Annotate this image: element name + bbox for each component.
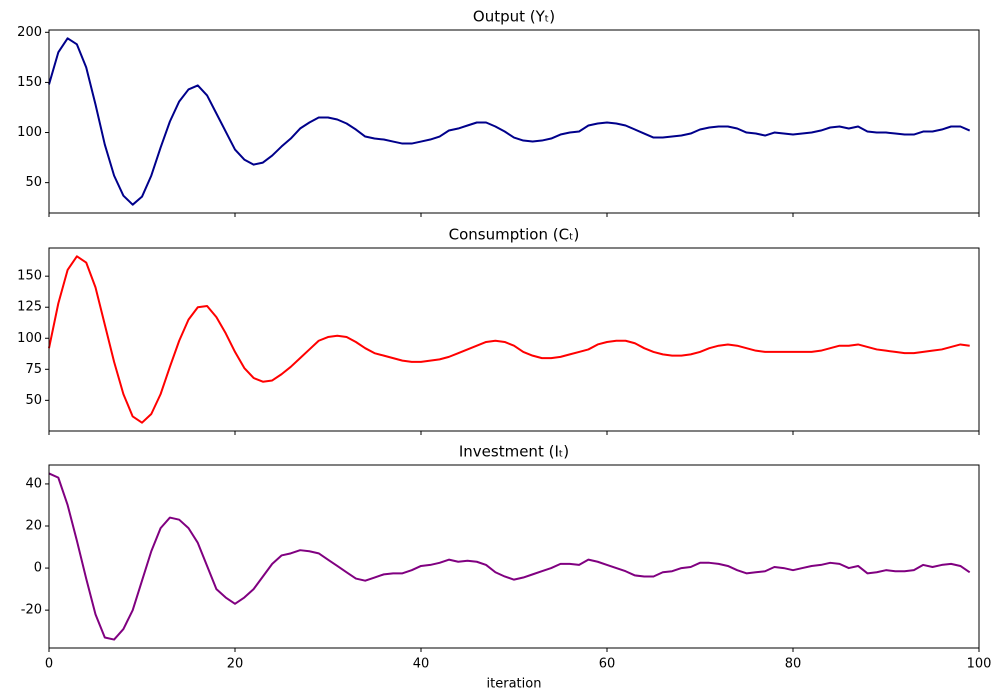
y-tick-label: 150 xyxy=(17,75,42,90)
line-series xyxy=(48,37,971,206)
x-tick-label: 100 xyxy=(967,657,992,672)
y-tick-label: -20 xyxy=(21,603,42,618)
y-tick-label: 40 xyxy=(25,476,42,491)
line-series xyxy=(48,472,971,641)
x-axis-label: iteration xyxy=(487,677,542,692)
panel-title: Output (Yₜ) xyxy=(473,8,555,26)
y-tick-label: 100 xyxy=(17,331,42,346)
axes-frame xyxy=(48,29,980,214)
y-tick-label: 50 xyxy=(25,175,42,190)
x-tick-label: 80 xyxy=(785,657,802,672)
x-tick-label: 60 xyxy=(599,657,616,672)
panel-title: Consumption (Cₜ) xyxy=(449,226,580,244)
panel-title: Investment (Iₜ) xyxy=(459,443,569,461)
x-tick-label: 0 xyxy=(45,657,53,672)
y-tick-label: 150 xyxy=(17,269,42,284)
axes-frame xyxy=(48,464,980,649)
line-series xyxy=(48,255,970,424)
x-tick-label: 20 xyxy=(227,657,244,672)
y-tick-label: 0 xyxy=(34,561,42,576)
y-tick-label: 200 xyxy=(17,25,42,40)
y-tick-label: 50 xyxy=(25,393,42,408)
axes-frame xyxy=(48,247,980,432)
y-tick-label: 125 xyxy=(17,300,42,315)
y-tick-label: 100 xyxy=(17,125,42,140)
y-tick-label: 75 xyxy=(25,362,42,377)
x-tick-label: 40 xyxy=(413,657,430,672)
y-tick-label: 20 xyxy=(25,519,42,534)
